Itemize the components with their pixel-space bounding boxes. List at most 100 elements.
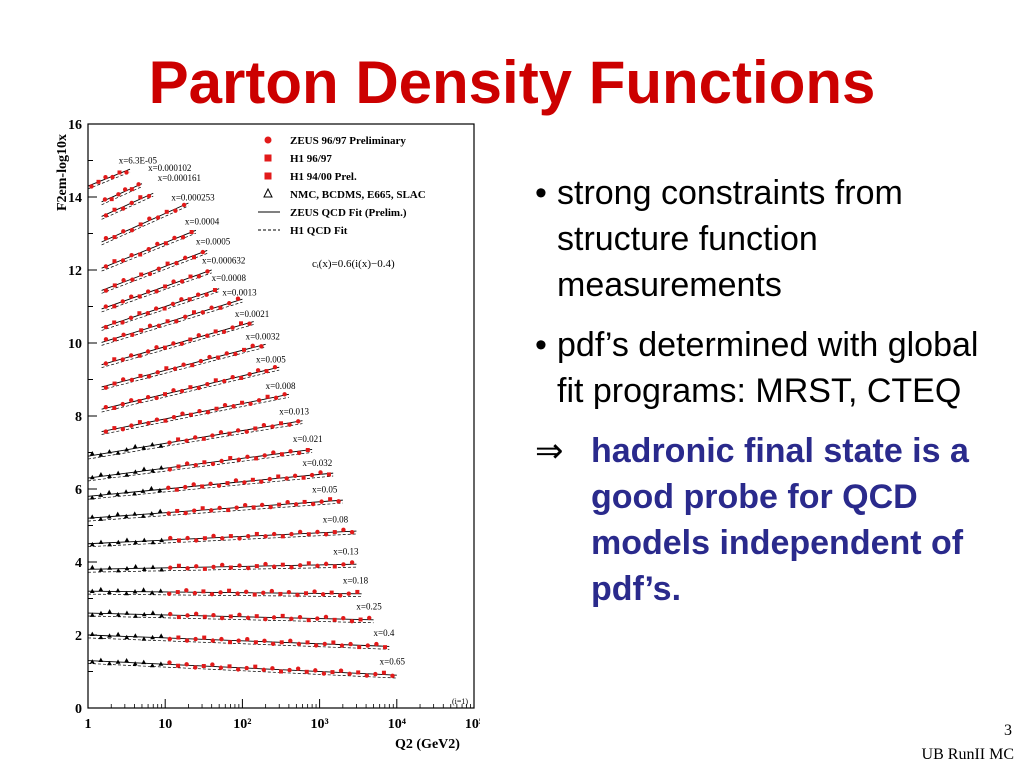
h1-data-point (201, 664, 206, 669)
fixed-target-data-point (150, 539, 156, 545)
bullet-text: strong constraints from structure functi… (557, 174, 903, 304)
zeus-data-point (341, 527, 346, 533)
h1-data-point (240, 400, 245, 405)
zeus-data-point (219, 458, 224, 464)
zeus-data-point (349, 529, 355, 535)
zeus-data-point (154, 289, 159, 294)
zeus-data-point (297, 614, 303, 620)
h1-data-point (165, 261, 170, 266)
fixed-target-data-point (132, 589, 138, 594)
h1-data-point (112, 405, 117, 410)
fixed-target-data-point (106, 489, 112, 495)
zeus-data-point (145, 310, 150, 316)
series-label: x=0.013 (279, 407, 309, 417)
zeus-data-point (89, 184, 94, 189)
zeus-data-point (285, 500, 290, 505)
fixed-target-data-point (115, 587, 121, 593)
zeus-data-point (259, 502, 265, 508)
h1-data-point (278, 591, 283, 596)
zeus-data-point (153, 306, 159, 311)
h1-data-point (200, 484, 205, 489)
x-tick-label: 10³ (310, 717, 328, 732)
zeus-data-point (191, 482, 196, 487)
zeus-data-point (200, 249, 206, 255)
zeus-data-point (236, 638, 241, 643)
h1-data-point (225, 481, 230, 486)
zeus-data-point (323, 561, 329, 567)
x-tick-label: 10² (233, 717, 251, 732)
fixed-target-data-point (141, 466, 147, 471)
zeus-data-point (284, 476, 289, 481)
h1-data-point (228, 534, 233, 539)
h1-data-point (227, 431, 232, 436)
h1-data-point (163, 284, 168, 289)
fixed-target-data-point (98, 452, 104, 457)
zeus-data-point (166, 485, 171, 490)
h1-fit-dashed-line (101, 369, 280, 413)
zeus-data-point (103, 385, 109, 390)
zeus-data-point (310, 501, 316, 507)
zeus-data-point (236, 457, 242, 462)
zeus-data-point (120, 299, 125, 304)
series-label: x=0.008 (266, 381, 296, 391)
h1-data-point (251, 505, 256, 510)
zeus-data-point (261, 423, 267, 428)
h1-data-point (242, 347, 247, 352)
legend-label: NMC, BCDMS, E665, SLAC (290, 189, 426, 201)
legend-label: H1 96/97 (290, 153, 332, 165)
qcd-fit-line (87, 660, 397, 676)
zeus-data-point (269, 588, 275, 594)
zeus-data-point (196, 385, 202, 391)
zeus-data-point (373, 671, 378, 677)
zeus-data-point (247, 321, 252, 326)
zeus-data-point (259, 344, 264, 349)
zeus-data-point (321, 671, 327, 676)
zeus-data-point (124, 170, 129, 175)
zeus-data-point (320, 592, 326, 597)
h1-data-point (305, 640, 310, 645)
zeus-data-point (323, 532, 329, 537)
series-label: x=0.032 (302, 458, 332, 468)
zeus-data-point (272, 365, 278, 370)
fixed-target-data-point (89, 612, 95, 617)
zeus-data-point (103, 429, 109, 434)
h1-data-point (202, 566, 207, 571)
h1-data-point (356, 670, 361, 675)
chart-legend: ZEUS 96/97 Preliminary H1 96/97 H1 94/00 P… (258, 135, 426, 237)
zeus-data-point (338, 668, 344, 673)
fixed-target-data-point (107, 541, 113, 547)
h1-data-point (239, 375, 244, 380)
zeus-data-point (292, 473, 298, 478)
zeus-data-point (339, 643, 345, 648)
zeus-data-point (110, 174, 115, 180)
zeus-data-point (204, 292, 209, 297)
zeus-data-point (287, 422, 292, 427)
fixed-target-data-point (124, 590, 129, 596)
f2-structure-function-chart: 024681012141611010²10³10⁴10⁵ x=6.3E-05x=… (55, 118, 480, 752)
zeus-data-point (219, 615, 225, 621)
fixed-target-data-point (98, 610, 104, 616)
zeus-data-point (121, 278, 126, 283)
qcd-fit-line (87, 448, 313, 479)
series-label: x=0.4 (374, 628, 395, 638)
fixed-target-data-point (89, 451, 95, 456)
implies-arrow-icon: ⇒ (535, 432, 564, 470)
h1-data-point (279, 452, 284, 457)
zeus-data-point (172, 235, 177, 241)
fixed-target-data-point (141, 566, 147, 571)
legend-label: ZEUS QCD Fit (Prelim.) (290, 207, 407, 219)
zeus-data-point (222, 378, 227, 384)
h1-data-point (192, 255, 197, 260)
zeus-data-point (235, 428, 241, 433)
zeus-data-point (270, 666, 275, 671)
h1-data-point (188, 274, 193, 279)
zeus-data-point (185, 566, 190, 571)
fixed-target-data-point (132, 661, 138, 666)
zeus-data-point (341, 562, 346, 567)
zeus-data-point (170, 301, 176, 307)
zeus-data-point (271, 531, 277, 537)
h1-data-point (279, 421, 284, 426)
fixed-target-data-point (140, 488, 146, 493)
fixed-target-data-point (107, 633, 112, 638)
zeus-data-point (103, 324, 108, 330)
